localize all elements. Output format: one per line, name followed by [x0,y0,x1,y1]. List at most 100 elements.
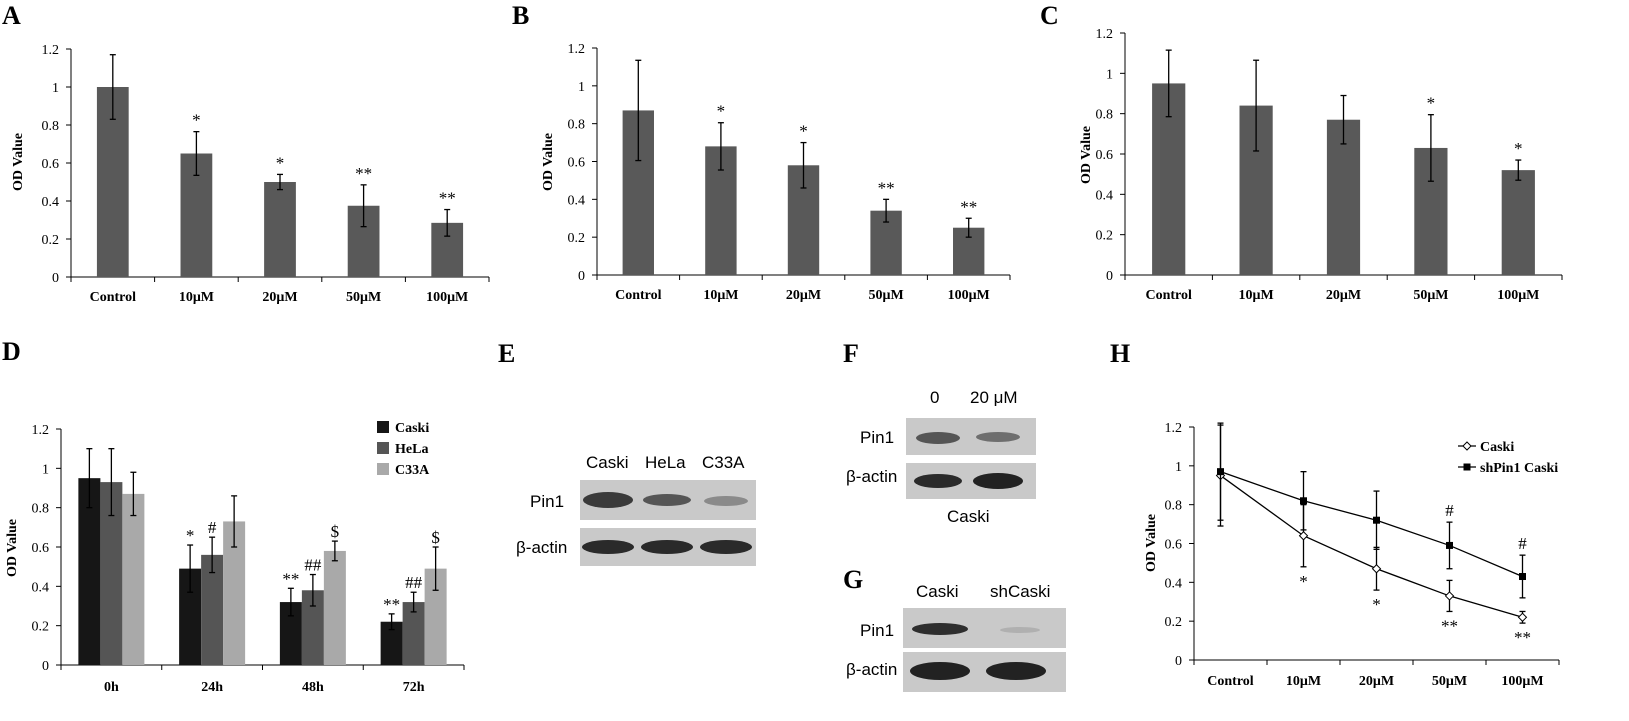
blot-f-band-actin-1 [914,474,962,488]
blot-g: Caski shCaski Pin1 β-actin [846,582,1066,692]
chart-h-y-tick-label: 1.2 [1165,421,1183,436]
chart-b-category-label: 100μM [948,288,990,303]
chart-d-bar [78,478,101,665]
chart-h-y-tick-label: 0.2 [1165,615,1183,630]
chart-d: 0 0.2 0.4 0.6 0.8 1 1.2 OD Value 0h * #24h ** ## $48h… [5,421,465,695]
blot-f-band-pin1-1 [916,432,960,444]
chart-d-category-label: 24h [201,680,223,695]
chart-d-bar [279,602,302,665]
chart-d-bar [179,568,202,665]
blot-e-band-actin-1 [582,540,634,554]
chart-a-category-label: 50μM [346,290,381,305]
blot-g-band-pin1-1 [912,623,968,635]
blot-e-row-pin1: Pin1 [530,492,564,511]
chart-d-significance-label: $ [431,528,440,547]
chart-c-significance-label: * [1427,94,1436,113]
chart-c-category-label: 50μM [1413,288,1448,303]
chart-c-y-tick-label: 0.8 [1096,108,1114,123]
chart-d-y-axis-label: OD Value [5,519,20,577]
chart-d-legend-label: Caski [395,421,429,436]
chart-d-y-tick-label: 1.2 [32,423,50,438]
chart-d-category-label: 48h [302,680,324,695]
chart-h-legend-label: shPin1 Caski [1480,461,1558,476]
chart-b-y-tick-label: 0 [578,269,585,284]
blot-g-band-pin1-2 [1000,627,1040,633]
chart-a-y-tick-label: 0.4 [42,195,60,210]
chart-b-y-tick-label: 1.2 [568,42,586,57]
chart-a-y-axis-label: OD Value [11,133,26,191]
chart-h-significance-label: # [1518,534,1527,553]
blot-f-row-actin: β-actin [846,467,897,486]
chart-b: 0 0.2 0.4 0.6 0.8 1 1.2 OD Value Control * 10μM * 20… [541,42,1011,303]
chart-d-significance-label: $ [331,522,340,541]
chart-d-significance-label: # [208,518,217,537]
chart-d-y-tick-label: 0.4 [32,580,50,595]
chart-b-y-tick-label: 1 [578,80,585,95]
blot-e-band-pin1-3 [704,496,748,506]
panel-label-a: A [2,1,21,30]
chart-h-point [1373,516,1380,524]
chart-d-bar [201,554,224,665]
blot-g-lane-2: shCaski [990,582,1050,601]
blot-e-row-actin: β-actin [516,538,567,557]
blot-g-band-actin-1 [910,662,970,680]
blot-f-lane-2: 20 μM [970,388,1018,407]
chart-d-category-label: 72h [403,680,425,695]
chart-c-category-label: 100μM [1497,288,1539,303]
blot-g-band-actin-2 [986,662,1046,680]
chart-h-legend-label: Caski [1480,440,1514,455]
chart-c-y-tick-label: 0 [1106,269,1113,284]
chart-c-y-tick-label: 0.6 [1096,148,1114,163]
chart-h-point [1300,497,1307,505]
chart-h-category-label: 50μM [1432,674,1467,689]
chart-h-significance-label: * [1299,572,1308,591]
chart-c-y-axis-label: OD Value [1079,126,1094,184]
blot-e-lane-2: HeLa [645,453,686,472]
chart-b-category-label: 10μM [703,288,738,303]
chart-h-legend-marker [1463,463,1471,471]
chart-b-significance-label: ** [960,197,977,216]
blot-f-row-pin1: Pin1 [860,428,894,447]
panel-label-c: C [1040,1,1059,30]
chart-d-y-tick-label: 1 [42,462,49,477]
panel-label-g: G [843,565,863,594]
chart-c-bar [1501,170,1535,275]
blot-e-band-pin1-1 [583,492,633,508]
chart-a-y-tick-label: 0 [52,271,59,286]
chart-d-bar [323,550,346,665]
chart-h-point [1446,541,1453,549]
chart-d-bar [122,493,145,665]
panel-label-b: B [512,1,529,30]
chart-a: 0 0.2 0.4 0.6 0.8 1 1.2 OD Value Control * 10μM * 20… [11,43,490,305]
chart-b-significance-label: ** [878,178,895,197]
chart-d-y-tick-label: 0 [42,659,49,674]
chart-d-legend-swatch [377,442,389,454]
chart-d-y-tick-label: 0.6 [32,541,50,556]
chart-d-significance-label: ** [383,595,400,614]
chart-a-category-label: 100μM [426,290,468,305]
chart-d-legend-swatch [377,463,389,475]
chart-h-y-tick-label: 1 [1175,460,1182,475]
panel-label-h: H [1110,339,1130,368]
blot-f-band-actin-2 [973,473,1023,489]
blot-e-band-actin-2 [641,540,693,554]
chart-d-category-label: 0h [104,680,119,695]
chart-h-series-line [1220,471,1523,578]
chart-h-y-tick-label: 0.8 [1165,499,1183,514]
chart-c-category-label: 10μM [1239,288,1274,303]
blot-f-caption: Caski [947,507,990,526]
chart-h-point [1444,591,1455,601]
chart-h-y-tick-label: 0.6 [1165,538,1183,553]
chart-h-significance-label: # [1445,501,1454,520]
chart-h-point [1298,531,1309,541]
chart-h: 0 0.2 0.4 0.6 0.8 1 1.2 OD Value Control 10μM 20μM… [1144,421,1560,689]
chart-b-significance-label: * [799,122,808,141]
chart-h-significance-label: * [1372,595,1381,614]
chart-d-bar [100,482,123,665]
chart-d-bar [424,568,447,665]
chart-h-point [1371,564,1382,574]
chart-a-category-label: 20μM [262,290,297,305]
chart-a-bar [264,182,296,277]
chart-h-category-label: 10μM [1286,674,1321,689]
